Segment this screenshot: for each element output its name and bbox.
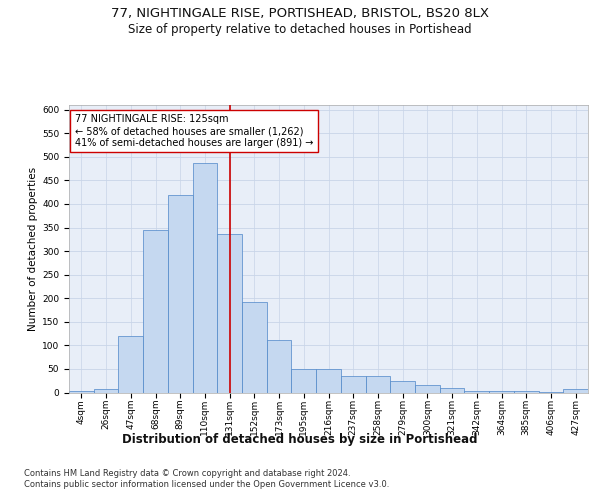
Text: Distribution of detached houses by size in Portishead: Distribution of detached houses by size … [122, 432, 478, 446]
Bar [514, 390, 539, 392]
Text: Contains HM Land Registry data © Crown copyright and database right 2024.: Contains HM Land Registry data © Crown c… [24, 469, 350, 478]
Bar [464, 390, 489, 392]
Bar [489, 391, 514, 392]
Bar [365, 376, 390, 392]
Bar [69, 390, 94, 392]
Text: 77 NIGHTINGALE RISE: 125sqm
← 58% of detached houses are smaller (1,262)
41% of : 77 NIGHTINGALE RISE: 125sqm ← 58% of det… [75, 114, 314, 148]
Y-axis label: Number of detached properties: Number of detached properties [28, 166, 38, 331]
Bar [217, 234, 242, 392]
Bar [118, 336, 143, 392]
Text: 77, NIGHTINGALE RISE, PORTISHEAD, BRISTOL, BS20 8LX: 77, NIGHTINGALE RISE, PORTISHEAD, BRISTO… [111, 8, 489, 20]
Bar [292, 369, 316, 392]
Bar [267, 340, 292, 392]
Bar [94, 388, 118, 392]
Bar [390, 380, 415, 392]
Bar [193, 163, 217, 392]
Bar [143, 230, 168, 392]
Text: Size of property relative to detached houses in Portishead: Size of property relative to detached ho… [128, 22, 472, 36]
Bar [168, 194, 193, 392]
Bar [316, 369, 341, 392]
Bar [415, 385, 440, 392]
Bar [440, 388, 464, 392]
Bar [563, 389, 588, 392]
Text: Contains public sector information licensed under the Open Government Licence v3: Contains public sector information licen… [24, 480, 389, 489]
Bar [242, 302, 267, 392]
Bar [341, 376, 365, 392]
